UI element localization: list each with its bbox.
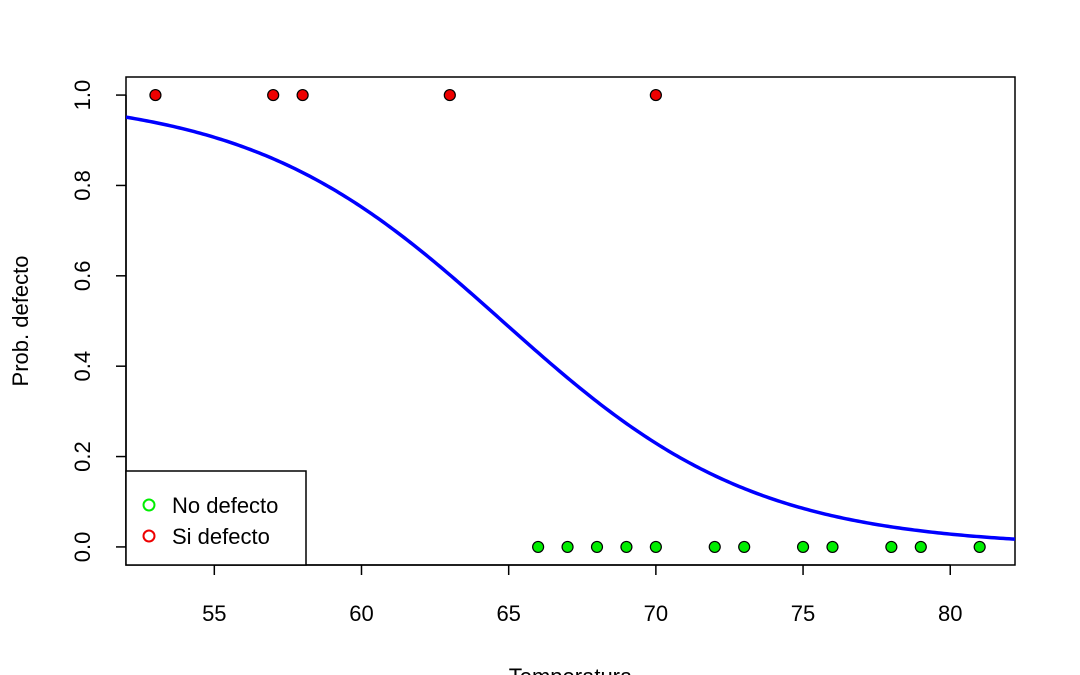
axes-group: 55 60 65 70 75 80 0.0 0.2 0.4 0.6 0.8 1.0: [70, 76, 1016, 626]
fitted-curve-group: [126, 115, 1015, 541]
x-tick-label: 75: [791, 601, 815, 626]
no-defect-point: [973, 540, 986, 554]
defect-point: [649, 88, 662, 102]
no-defect-point: [826, 540, 839, 554]
no-defect-point: [620, 540, 633, 554]
y-tick-label: 0.0: [70, 532, 95, 563]
legend: No defecto Si defecto: [125, 470, 307, 566]
defect-point: [149, 88, 162, 102]
defect-point: [296, 88, 309, 102]
legend-marker: [142, 529, 156, 543]
x-tick-label: 65: [496, 601, 520, 626]
no-defect-point: [738, 540, 751, 554]
y-tick-label: 0.4: [70, 351, 95, 382]
legend-label: No defecto: [172, 493, 278, 518]
no-defect-point: [885, 540, 898, 554]
legend-label: Si defecto: [172, 524, 270, 549]
fitted-logistic-curve: [126, 115, 1015, 541]
y-tick-label: 1.0: [70, 80, 95, 111]
no-defect-point: [561, 540, 574, 554]
no-defect-point: [796, 540, 810, 554]
legend-box: [125, 470, 307, 566]
x-tick-label: 55: [202, 601, 226, 626]
defect-point: [443, 88, 456, 102]
no-defect-point: [532, 540, 545, 554]
no-defect-point: [914, 540, 927, 554]
x-tick-label: 80: [938, 601, 962, 626]
no-defect-point: [649, 540, 662, 554]
no-defect-point: [708, 540, 721, 554]
defect-point: [267, 88, 280, 102]
no-defect-point: [590, 540, 604, 554]
x-tick-label: 70: [644, 601, 668, 626]
legend-marker: [142, 498, 156, 512]
y-tick-label: 0.6: [70, 261, 95, 292]
y-tick-label: 0.2: [70, 441, 95, 472]
x-tick-label: 60: [349, 601, 373, 626]
y-tick-label: 0.8: [70, 170, 95, 201]
x-axis-title: Temperatura: [509, 664, 633, 675]
y-axis-title: Prob. defecto: [8, 256, 33, 387]
data-points-group: [149, 88, 986, 554]
